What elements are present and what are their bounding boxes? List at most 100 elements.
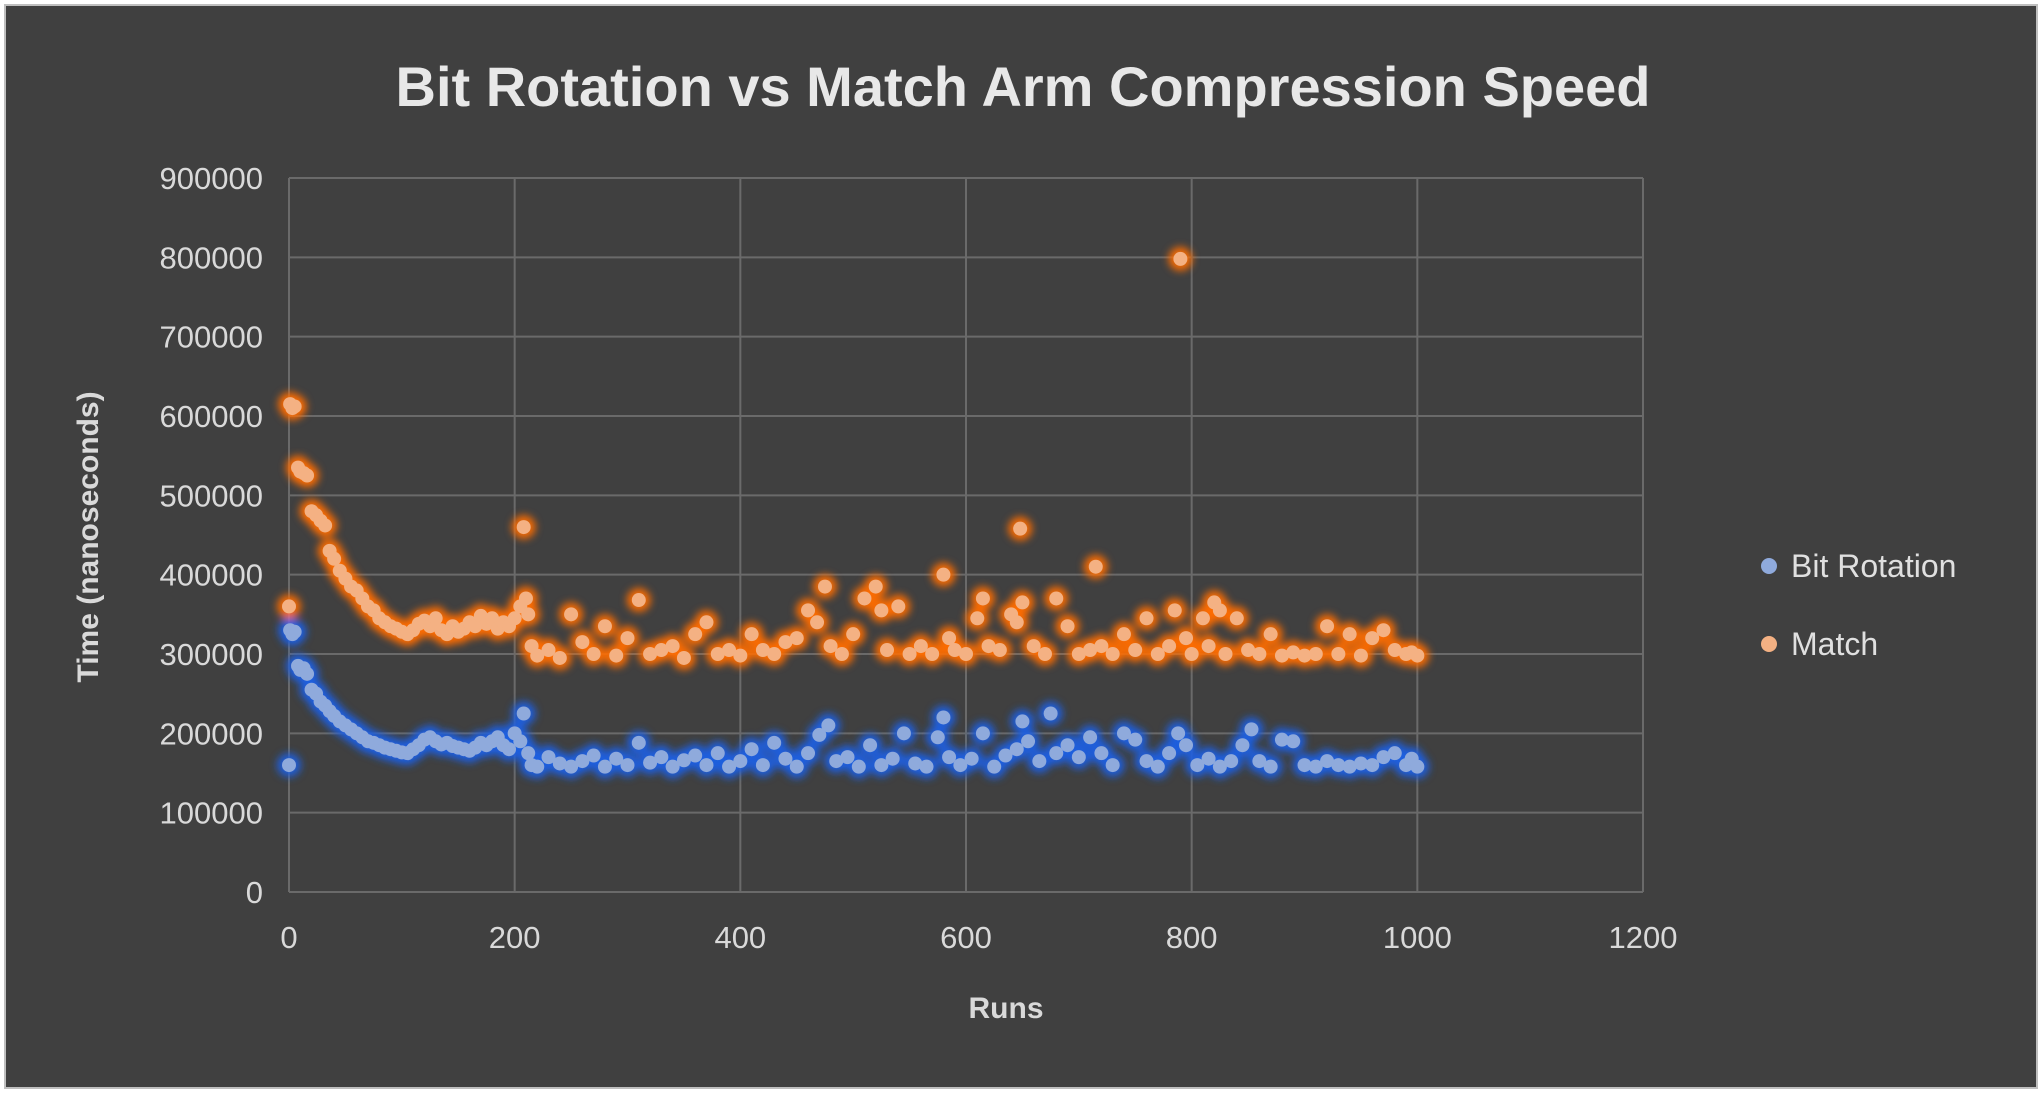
data-point-bit-rotation bbox=[1297, 758, 1312, 773]
data-point-bit-rotation bbox=[586, 748, 601, 763]
y-tick-label: 0 bbox=[246, 875, 263, 910]
data-point-bit-rotation bbox=[1263, 759, 1278, 774]
data-point-bit-rotation bbox=[1244, 722, 1259, 737]
data-point-match bbox=[643, 647, 658, 661]
data-point-match bbox=[1331, 647, 1346, 661]
data-point-bit-rotation bbox=[620, 758, 635, 773]
data-point-bit-rotation bbox=[1252, 754, 1267, 769]
data-point-bit-rotation bbox=[919, 759, 934, 774]
data-point-bit-rotation bbox=[953, 758, 968, 773]
data-point-bit-rotation bbox=[975, 726, 990, 741]
legend-label-match: Match bbox=[1791, 625, 1879, 662]
data-point-match bbox=[597, 619, 612, 634]
data-point-match bbox=[1212, 603, 1227, 618]
data-point-bit-rotation bbox=[564, 759, 579, 774]
data-point-match bbox=[1376, 623, 1391, 638]
legend-item-bit-rotation: Bit Rotation bbox=[1761, 546, 1956, 586]
chart-title: Bit Rotation vs Match Arm Compression Sp… bbox=[395, 55, 1651, 118]
data-point-bit-rotation bbox=[722, 759, 737, 774]
data-point-match bbox=[1218, 647, 1233, 661]
data-point-bit-rotation bbox=[942, 750, 957, 765]
data-point-bit-rotation bbox=[541, 750, 556, 765]
data-point-bit-rotation bbox=[300, 666, 315, 681]
data-point-bit-rotation bbox=[516, 706, 531, 721]
data-point-match bbox=[913, 639, 928, 654]
data-point-bit-rotation bbox=[1171, 726, 1186, 741]
scatter-chart: 0 100000 200000 300000 400000 500000 600000 700… bbox=[72, 161, 1677, 1025]
data-point-bit-rotation bbox=[930, 730, 945, 745]
data-point-match bbox=[1241, 643, 1256, 658]
data-point-match bbox=[1105, 647, 1120, 661]
data-point-bit-rotation bbox=[1116, 726, 1131, 741]
data-point-bit-rotation bbox=[936, 710, 951, 725]
data-point-match bbox=[1162, 639, 1177, 654]
data-point-match bbox=[468, 619, 483, 634]
data-point-match bbox=[1229, 611, 1244, 626]
data-point-bit-rotation bbox=[1376, 750, 1391, 765]
data-point-match bbox=[485, 611, 500, 626]
x-tick-label: 800 bbox=[1166, 920, 1218, 955]
data-point-bit-rotation bbox=[874, 758, 889, 773]
data-point-match bbox=[1139, 611, 1154, 626]
data-point-match bbox=[1088, 559, 1103, 574]
data-point-match bbox=[521, 607, 536, 622]
legend-label-bit-rotation: Bit Rotation bbox=[1791, 547, 1957, 584]
data-point-bit-rotation bbox=[1224, 754, 1239, 769]
data-point-bit-rotation bbox=[829, 754, 844, 769]
data-point-bit-rotation bbox=[1162, 746, 1177, 761]
data-point-match bbox=[1195, 611, 1210, 626]
data-point-match bbox=[1179, 631, 1194, 646]
data-point-match bbox=[857, 591, 872, 606]
data-point-match bbox=[516, 520, 531, 535]
data-point-match bbox=[733, 648, 748, 663]
y-tick-label: 200000 bbox=[160, 716, 263, 751]
data-point-bit-rotation bbox=[575, 754, 590, 769]
data-point-match bbox=[282, 599, 296, 614]
data-point-match bbox=[981, 639, 996, 654]
data-point-bit-rotation bbox=[654, 750, 669, 765]
data-point-match bbox=[699, 615, 714, 630]
data-point-bit-rotation bbox=[513, 734, 528, 749]
data-point-match bbox=[586, 647, 601, 661]
data-point-bit-rotation bbox=[1308, 759, 1323, 774]
data-point-bit-rotation bbox=[1387, 746, 1402, 761]
data-point-bit-rotation bbox=[885, 751, 900, 766]
data-point-match bbox=[834, 647, 849, 661]
data-point-bit-rotation bbox=[1049, 746, 1064, 761]
data-point-match bbox=[817, 579, 832, 594]
data-point-match bbox=[891, 599, 906, 614]
y-tick-label: 100000 bbox=[160, 796, 263, 831]
data-point-bit-rotation bbox=[998, 748, 1013, 763]
y-axis-label: Time (nanoseconds) bbox=[72, 391, 105, 682]
data-point-match bbox=[1083, 643, 1098, 658]
data-point-match bbox=[1252, 647, 1267, 661]
data-point-bit-rotation bbox=[908, 756, 923, 771]
data-point-bit-rotation bbox=[812, 727, 827, 742]
data-point-match bbox=[868, 579, 883, 594]
data-point-bit-rotation bbox=[1331, 758, 1346, 773]
data-point-match bbox=[1365, 631, 1380, 646]
data-point-match bbox=[507, 611, 522, 626]
y-tick-label: 300000 bbox=[160, 637, 263, 672]
y-tick-label: 800000 bbox=[160, 240, 263, 275]
data-point-bit-rotation bbox=[1353, 756, 1368, 771]
data-point-match bbox=[620, 631, 635, 646]
data-point-bit-rotation bbox=[597, 759, 612, 774]
data-point-match bbox=[552, 650, 567, 665]
y-tick-label: 400000 bbox=[160, 558, 263, 593]
data-point-match bbox=[846, 627, 861, 642]
data-point-bit-rotation bbox=[676, 753, 691, 768]
data-point-match bbox=[789, 631, 804, 646]
data-point-match bbox=[874, 603, 889, 618]
data-point-bit-rotation bbox=[1320, 754, 1335, 769]
data-point-bit-rotation bbox=[1274, 732, 1289, 747]
data-point-bit-rotation bbox=[1150, 759, 1165, 774]
data-point-match bbox=[1201, 639, 1216, 654]
data-point-bit-rotation bbox=[1060, 738, 1075, 753]
data-point-match bbox=[1410, 648, 1425, 663]
data-point-match bbox=[1049, 591, 1064, 606]
data-point-match bbox=[564, 607, 579, 622]
data-point-bit-rotation bbox=[282, 758, 296, 773]
data-point-bit-rotation bbox=[733, 754, 748, 769]
data-point-match bbox=[744, 627, 759, 642]
